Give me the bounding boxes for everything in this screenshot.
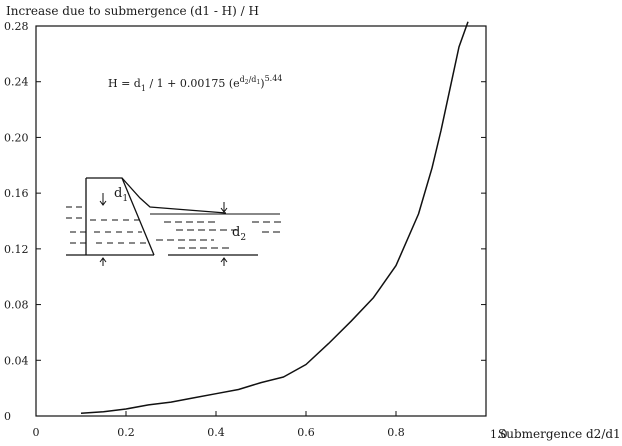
inset-upstream-waterlines: [66, 206, 86, 244]
equation: H = d1 / 1 + 0.00175 (ed2/d1)5.44: [108, 74, 282, 93]
inset-downstream-waterlines: [156, 221, 282, 249]
y-axis-label: (d1 - H) / H: [190, 4, 259, 18]
inset-over-weir-waterlines: [90, 219, 146, 244]
x-tick-label: 1.0: [490, 428, 508, 441]
y-tick-label: 0.24: [4, 76, 29, 89]
plot-border: [35, 25, 487, 417]
x-tick-label: 0.6: [297, 426, 315, 439]
y-tick-label: 0.08: [4, 299, 29, 312]
inset-d1-arrow-down: [99, 193, 107, 206]
weir-schematic: d1 d2: [66, 177, 282, 266]
y-tick-label: 0.16: [4, 187, 29, 200]
y-tick-label: 0.28: [4, 20, 29, 33]
y-tick-label: 0.20: [4, 131, 29, 144]
series-line: [80, 21, 469, 414]
series-group: [80, 21, 469, 414]
inset-d1-arrow-up: [99, 257, 107, 266]
x-tick-label: 0.4: [207, 426, 225, 439]
x-tick-label: 0.8: [387, 426, 405, 439]
inset-d2-arrow-down: [220, 202, 228, 213]
x-axis-label: Submergence d2/d1: [498, 427, 621, 441]
inset-d2-arrow-up: [220, 257, 228, 266]
plot-frame: [35, 25, 487, 417]
chart-title: Increase due to submergence: [6, 4, 187, 18]
inset-weir-slope: [121, 177, 155, 256]
y-tick-label: 0.04: [4, 354, 29, 367]
x-axis-ticks: 0 0.2 0.4 0.6 0.8 1.0: [33, 411, 508, 441]
y-tick-label: 0.12: [4, 243, 29, 256]
x-tick-label: 0: [33, 426, 40, 439]
inset-label-d2: d2: [232, 225, 246, 243]
x-tick-label: 0.2: [117, 426, 135, 439]
y-axis-ticks: 0 0.04 0.08 0.12 0.16 0.20 0.24 0.28: [4, 20, 486, 423]
inset-water-surface-upstream: [86, 177, 227, 214]
y-tick-label: 0: [4, 410, 11, 423]
inset-label-d1: d1: [114, 186, 128, 204]
